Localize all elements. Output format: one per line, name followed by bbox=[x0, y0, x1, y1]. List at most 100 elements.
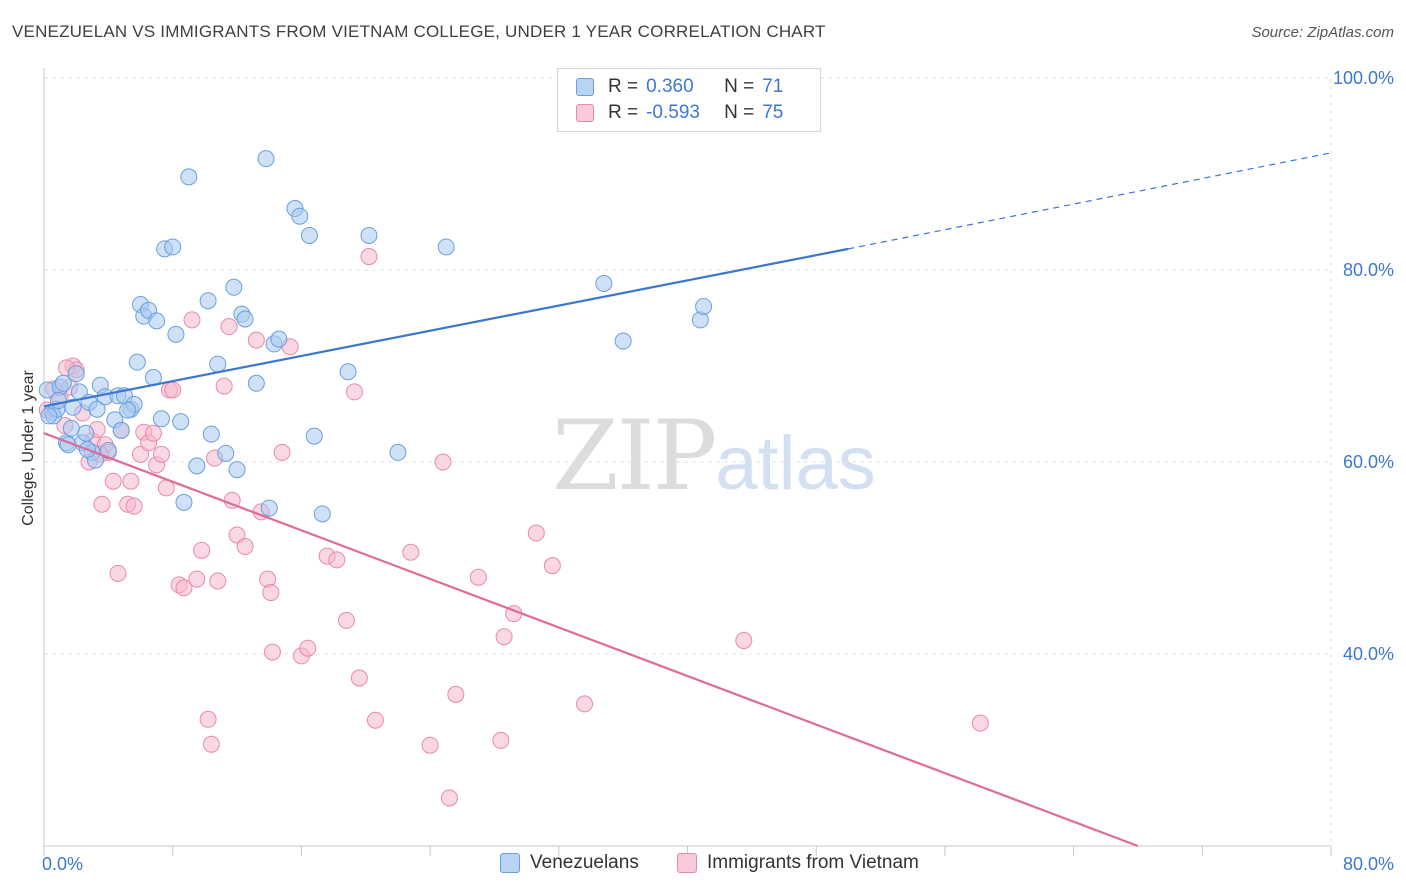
legend-label-venezuelans: Venezuelans bbox=[530, 852, 639, 873]
watermark-zip: ZIP bbox=[552, 400, 717, 512]
vietnam-point bbox=[492, 731, 510, 749]
legend-item-venezuelans: Venezuelans bbox=[500, 852, 639, 874]
vietnam-point bbox=[236, 537, 254, 555]
legend-swatch-blue bbox=[500, 853, 520, 873]
vietnam-point bbox=[247, 331, 265, 349]
venezuelan-point bbox=[257, 150, 275, 168]
venezuelan-point bbox=[225, 278, 243, 296]
vietnam-point bbox=[447, 685, 465, 703]
vietnam-point bbox=[104, 472, 122, 490]
vietnam-point bbox=[527, 524, 545, 542]
legend-r-label: R = bbox=[608, 102, 639, 123]
chart-title: VENEZUELAN VS IMMIGRANTS FROM VIETNAM CO… bbox=[12, 22, 826, 41]
vietnam-point bbox=[345, 383, 363, 401]
venezuelan-point bbox=[188, 457, 206, 475]
legend-n-label: N = bbox=[724, 76, 755, 97]
vietnam-point bbox=[109, 564, 127, 582]
legend-r-value: -0.593 bbox=[646, 102, 700, 123]
vietnam-point bbox=[971, 714, 989, 732]
vietnam-point bbox=[440, 789, 458, 807]
vietnam-point bbox=[735, 632, 753, 650]
vietnam-point bbox=[273, 443, 291, 461]
venezuelan-point bbox=[167, 325, 185, 343]
watermark-atlas: atlas bbox=[715, 421, 876, 506]
venezuelan-point bbox=[199, 292, 217, 310]
venezuelan-point bbox=[202, 425, 220, 443]
stats-legend: R = 0.360 N = 71 R = -0.593 N = 75 bbox=[557, 68, 821, 132]
vietnam-point bbox=[175, 579, 193, 597]
vietnam-point bbox=[299, 639, 317, 657]
watermark: ZIPatlas bbox=[552, 400, 876, 512]
vietnam-point bbox=[220, 318, 238, 336]
venezuelan-point bbox=[112, 421, 130, 439]
venezuelan-point bbox=[437, 238, 455, 256]
x-tick-label: 80.0% bbox=[1343, 854, 1394, 874]
legend-item-vietnam: Immigrants from Vietnam bbox=[677, 852, 919, 874]
legend-n-label: N = bbox=[724, 102, 755, 123]
venezuelan-point bbox=[67, 365, 85, 383]
vietnam-point bbox=[183, 311, 201, 329]
vietnam-point bbox=[188, 570, 206, 588]
y-tick-label: 100.0% bbox=[1333, 68, 1394, 88]
vietnam-point bbox=[228, 526, 246, 544]
legend-swatch-blue bbox=[576, 78, 594, 96]
legend-n-value: 75 bbox=[762, 102, 784, 123]
venezuelan-point bbox=[62, 419, 80, 437]
venezuelan-point bbox=[164, 238, 182, 256]
venezuelan-point bbox=[128, 353, 146, 371]
venezuelan-point bbox=[148, 312, 166, 330]
y-tick-label: 40.0% bbox=[1343, 644, 1394, 664]
legend-label-vietnam: Immigrants from Vietnam bbox=[707, 852, 919, 873]
vietnam-point bbox=[125, 497, 143, 515]
legend-row-venezuelans: R = 0.360 N = 71 bbox=[576, 74, 783, 100]
vietnam-point bbox=[263, 643, 281, 661]
venezuelan-trendline-extension bbox=[848, 152, 1332, 250]
vietnam-point bbox=[202, 735, 220, 753]
vietnam-point bbox=[164, 381, 182, 399]
vietnam-point bbox=[469, 568, 487, 586]
venezuelan-point bbox=[360, 226, 378, 244]
venezuelan-point bbox=[228, 461, 246, 479]
vietnam-point bbox=[328, 551, 346, 569]
venezuelan-point bbox=[217, 444, 235, 462]
vietnam-point bbox=[360, 248, 378, 266]
legend-swatch-pink bbox=[677, 853, 697, 873]
vietnam-point bbox=[350, 669, 368, 687]
venezuelan-point bbox=[209, 355, 227, 373]
vietnam-point bbox=[495, 628, 513, 646]
vietnam-trendline bbox=[43, 432, 1139, 848]
venezuelan-point bbox=[64, 398, 82, 416]
vietnam-point bbox=[122, 472, 140, 490]
source-note: Source: ZipAtlas.com bbox=[1251, 24, 1394, 41]
y-axis-title: College, Under 1 year bbox=[20, 370, 37, 526]
vietnam-point bbox=[152, 445, 170, 463]
vietnam-point bbox=[434, 453, 452, 471]
venezuelan-point bbox=[40, 407, 58, 425]
vietnam-point bbox=[132, 445, 150, 463]
venezuelan-point bbox=[152, 410, 170, 428]
venezuelan-point bbox=[695, 297, 713, 315]
venezuelan-point bbox=[54, 374, 72, 392]
x-tick-label: 0.0% bbox=[42, 854, 83, 874]
vietnam-point bbox=[144, 424, 162, 442]
vietnam-point bbox=[366, 711, 384, 729]
vietnam-point bbox=[337, 611, 355, 629]
venezuelan-point bbox=[119, 401, 137, 419]
vietnam-point bbox=[576, 695, 594, 713]
venezuelan-point bbox=[236, 310, 254, 328]
venezuelan-point bbox=[595, 274, 613, 292]
venezuelan-point bbox=[270, 330, 288, 348]
vietnam-point bbox=[402, 543, 420, 561]
venezuelan-point bbox=[313, 505, 331, 523]
venezuelan-trendline bbox=[43, 247, 849, 408]
y-tick-label: 60.0% bbox=[1343, 452, 1394, 472]
venezuelan-point bbox=[305, 427, 323, 445]
vietnam-point bbox=[421, 736, 439, 754]
legend-n-value: 71 bbox=[762, 76, 784, 97]
legend-row-vietnam: R = -0.593 N = 75 bbox=[576, 100, 783, 126]
venezuelan-point bbox=[172, 413, 190, 431]
venezuelan-point bbox=[77, 424, 95, 442]
venezuelan-point bbox=[180, 168, 198, 186]
vietnam-point bbox=[209, 572, 227, 590]
vietnam-point bbox=[215, 377, 233, 395]
